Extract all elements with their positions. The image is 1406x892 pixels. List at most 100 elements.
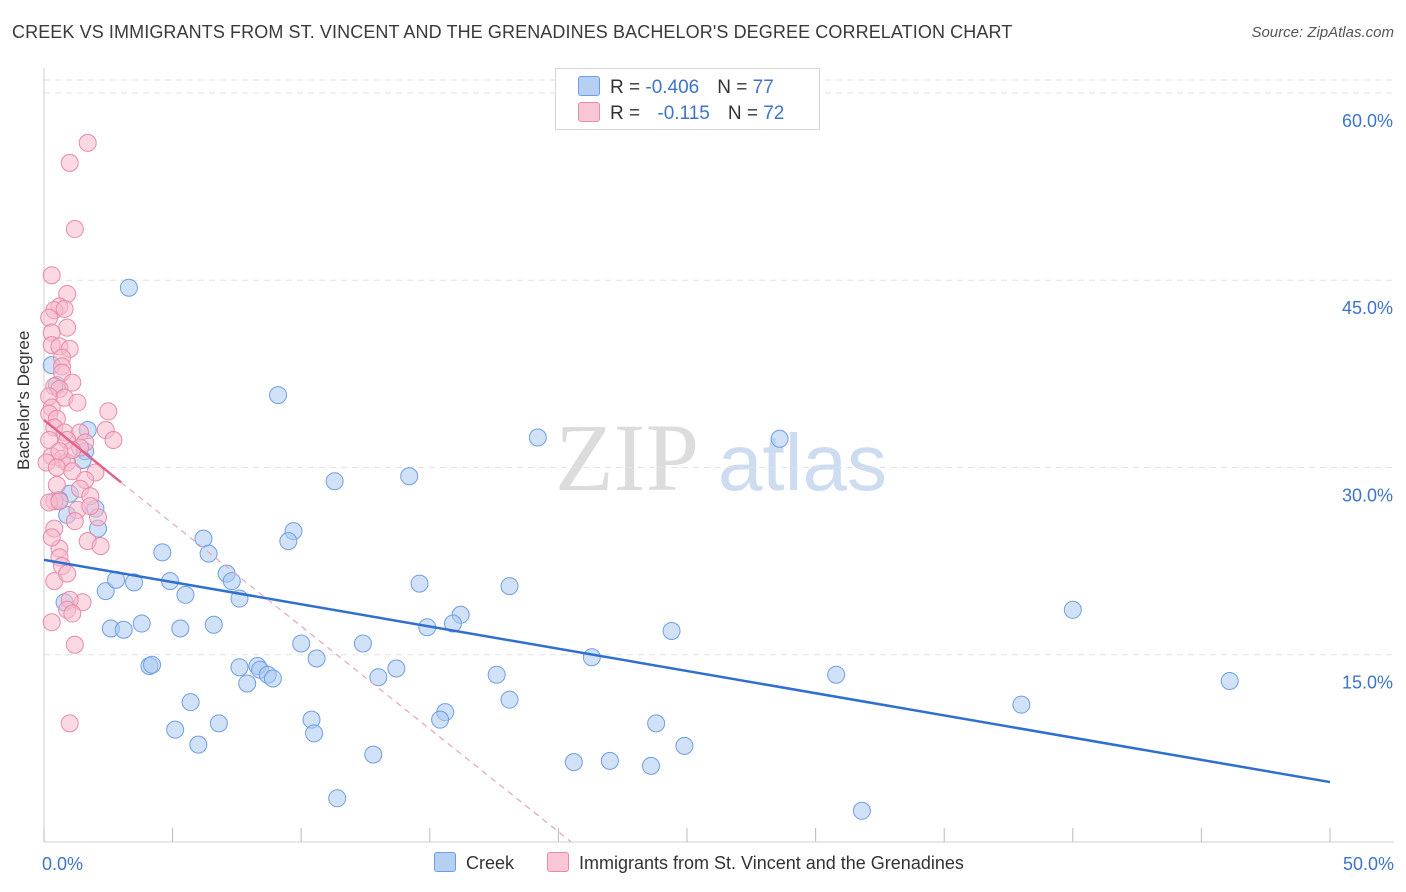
- creek-swatch-icon: [578, 76, 600, 96]
- svg-point: [42, 528, 61, 547]
- svg-legend-label: Immigrants from St. Vincent and the Gren…: [579, 853, 964, 873]
- creek-point: [364, 745, 383, 764]
- svg-point: [50, 442, 69, 461]
- svg-point: [47, 458, 66, 477]
- creek-point: [222, 572, 241, 591]
- svg-n-label: N =: [727, 103, 764, 124]
- legend-row-svg: R = -0.115 N = 72: [578, 102, 784, 125]
- bottom-legend-creek: Creek: [434, 852, 514, 874]
- svg-point: [99, 402, 118, 421]
- svg-point: [65, 635, 84, 654]
- creek-point: [353, 634, 372, 653]
- creek-point: [641, 756, 660, 775]
- svg-r-value: -0.115: [657, 103, 710, 124]
- svg-point: [58, 564, 77, 583]
- creek-r-value: -0.406: [645, 77, 700, 98]
- creek-legend-label: Creek: [466, 853, 515, 873]
- svg-point: [78, 133, 97, 152]
- svg-point: [42, 266, 61, 285]
- creek-point: [176, 585, 195, 604]
- creek-point: [199, 544, 218, 563]
- creek-point: [827, 665, 846, 684]
- creek-point: [194, 529, 213, 548]
- svg-point: [42, 613, 61, 632]
- creek-point: [189, 735, 208, 754]
- svg-legend-swatch-icon: [547, 852, 569, 872]
- creek-point: [269, 386, 288, 405]
- creek-point: [171, 619, 190, 638]
- creek-point: [443, 614, 462, 633]
- creek-n-value: 77: [752, 77, 774, 98]
- svg-point: [47, 475, 66, 494]
- creek-point: [125, 573, 144, 592]
- creek-point: [292, 634, 311, 653]
- creek-point: [328, 789, 347, 808]
- creek-point: [325, 472, 344, 491]
- y-tick-label: 60.0%: [1342, 111, 1393, 131]
- creek-point: [500, 577, 519, 596]
- creek-point: [230, 658, 249, 677]
- watermark-atlas: atlas: [718, 418, 887, 507]
- svg-point: [81, 497, 100, 516]
- y-tick-label: 15.0%: [1342, 673, 1393, 693]
- y-tick-label: 30.0%: [1342, 485, 1393, 505]
- creek-n-label: N =: [717, 77, 753, 98]
- creek-r-label: R =: [610, 77, 646, 98]
- creek-point: [369, 668, 388, 687]
- creek-point: [675, 736, 694, 755]
- x-tick-label-min: 0.0%: [42, 854, 83, 874]
- svg-point: [55, 299, 74, 318]
- svg-point: [60, 153, 79, 172]
- creek-point: [1012, 695, 1031, 714]
- svg-point: [63, 462, 82, 481]
- watermark-zip: ZIP: [555, 404, 699, 511]
- creek-point: [263, 669, 282, 688]
- creek-point: [114, 620, 133, 639]
- svg-point: [104, 431, 123, 450]
- creek-point: [209, 714, 228, 733]
- x-tick-label-max: 50.0%: [1343, 854, 1394, 874]
- creek-point: [132, 614, 151, 633]
- svg-trend-extension: [120, 481, 572, 843]
- creek-point: [181, 693, 200, 712]
- creek-point: [852, 801, 871, 820]
- svg-point: [65, 512, 84, 531]
- creek-point: [387, 659, 406, 678]
- creek-legend-swatch-icon: [434, 852, 456, 872]
- creek-point: [662, 622, 681, 641]
- source-credit: Source: ZipAtlas.com: [1251, 24, 1394, 41]
- svg-point: [68, 393, 87, 412]
- svg-point: [91, 537, 110, 556]
- creek-point: [119, 278, 138, 297]
- creek-point: [153, 543, 172, 562]
- svg-point: [60, 714, 79, 733]
- creek-point: [238, 674, 257, 693]
- creek-point: [204, 615, 223, 634]
- svg-point: [50, 492, 69, 511]
- stats-legend: R = -0.406 N = 77 R = -0.115 N = 72: [555, 68, 820, 130]
- creek-point: [400, 467, 419, 486]
- svg-point: [58, 318, 77, 337]
- creek-point: [166, 720, 185, 739]
- svg-point: [40, 431, 59, 450]
- y-tick-label: 45.0%: [1342, 298, 1393, 318]
- legend-row-creek: R = -0.406 N = 77: [578, 76, 774, 99]
- creek-point: [770, 429, 789, 448]
- creek-point: [647, 714, 666, 733]
- creek-point: [487, 665, 506, 684]
- creek-point: [582, 648, 601, 667]
- y-axis-label: Bachelor's Degree: [14, 330, 33, 470]
- creek-point: [564, 753, 583, 772]
- svg-r-label: R =: [610, 103, 646, 124]
- bottom-legend-svg: Immigrants from St. Vincent and the Gren…: [547, 852, 964, 874]
- creek-trend-line: [43, 558, 1331, 784]
- svg-point: [63, 604, 82, 623]
- creek-point: [431, 710, 450, 729]
- creek-point: [500, 690, 519, 709]
- creek-point: [600, 751, 619, 770]
- creek-point: [528, 428, 547, 447]
- creek-point: [410, 574, 429, 593]
- chart-title: CREEK VS IMMIGRANTS FROM ST. VINCENT AND…: [12, 22, 1013, 42]
- creek-point: [307, 649, 326, 668]
